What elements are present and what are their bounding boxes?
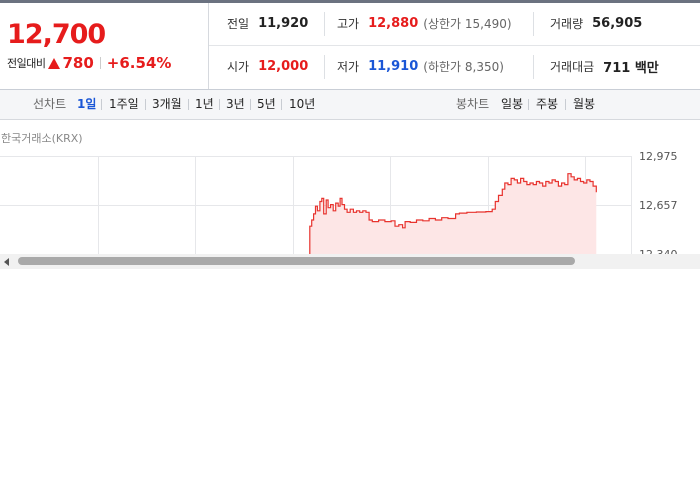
stats-col-divider xyxy=(533,55,534,79)
tab-monthly[interactable]: 월봉 xyxy=(573,97,596,111)
tab-divider xyxy=(250,99,251,110)
stat-turnover: 거래대금 711 백만 xyxy=(550,56,659,76)
chart-tabs: 선차트 1일 1주일 3개월 1년 3년 5년 10년 봉차트 일봉 주봉 월봉 xyxy=(0,90,700,120)
stat-prev-close: 전일 11,920 xyxy=(227,13,308,33)
tab-10y[interactable]: 10년 xyxy=(289,97,316,111)
price-chart: 12,975 12,657 12,340 xyxy=(0,150,700,254)
horizontal-scrollbar[interactable] xyxy=(0,254,700,269)
stats-col-divider xyxy=(533,12,534,36)
price-chart-svg: 12,975 12,657 12,340 xyxy=(0,150,678,254)
tab-5y[interactable]: 5년 xyxy=(257,97,276,111)
tab-1y[interactable]: 1년 xyxy=(195,97,214,111)
tab-1w[interactable]: 1주일 xyxy=(109,97,139,111)
tab-divider xyxy=(565,99,566,110)
y-tick-label: 12,975 xyxy=(639,150,678,163)
stat-value: 711 백만 xyxy=(603,60,659,76)
tab-divider xyxy=(101,99,102,110)
stat-label: 저가 xyxy=(337,59,360,74)
price-block: 12,700 전일대비 780 +6.54% xyxy=(0,3,209,89)
scroll-left-arrow-icon[interactable] xyxy=(4,258,9,266)
stat-value: 12,880 xyxy=(368,15,419,31)
change-percent: +6.54% xyxy=(106,54,172,72)
stat-volume: 거래량 56,905 xyxy=(550,13,642,33)
tab-divider xyxy=(281,99,282,110)
upper-limit: (상한가 15,490) xyxy=(423,16,512,31)
stats-col-divider xyxy=(324,12,325,36)
stat-label: 거래대금 xyxy=(550,59,595,74)
scroll-thumb[interactable] xyxy=(18,257,575,265)
change-label: 전일대비 xyxy=(7,57,46,70)
lower-limit: (하한가 8,350) xyxy=(423,59,504,74)
tab-divider xyxy=(145,99,146,110)
stat-label: 고가 xyxy=(337,16,360,31)
quote-summary: 12,700 전일대비 780 +6.54% 전일 11,920 고가 12,8… xyxy=(0,3,700,90)
stat-value: 56,905 xyxy=(592,15,643,31)
tab-weekly[interactable]: 주봉 xyxy=(536,97,559,111)
stat-value: 11,910 xyxy=(368,58,419,74)
line-chart-label: 선차트 xyxy=(33,97,67,111)
price-area-fill xyxy=(309,173,597,254)
stat-high: 고가 12,880 (상한가 15,490) xyxy=(337,13,512,33)
top-border xyxy=(0,0,700,3)
current-price: 12,700 xyxy=(7,19,106,50)
y-tick-label: 12,657 xyxy=(639,199,678,212)
triangle-up-icon xyxy=(48,57,61,69)
change-divider xyxy=(99,57,101,69)
stat-label: 시가 xyxy=(227,59,250,74)
stats-grid: 전일 11,920 고가 12,880 (상한가 15,490) 거래량 56,… xyxy=(209,3,700,89)
tab-3m[interactable]: 3개월 xyxy=(152,97,182,111)
stat-open: 시가 12,000 xyxy=(227,56,308,76)
stat-value: 12,000 xyxy=(258,58,309,74)
tab-3y[interactable]: 3년 xyxy=(226,97,245,111)
stat-value: 11,920 xyxy=(258,15,309,31)
stat-low: 저가 11,910 (하한가 8,350) xyxy=(337,56,504,76)
stat-label: 거래량 xyxy=(550,16,584,31)
stats-row-divider xyxy=(209,45,700,46)
stat-label: 전일 xyxy=(227,16,250,31)
stats-col-divider xyxy=(324,55,325,79)
tab-1d[interactable]: 1일 xyxy=(77,97,97,111)
tab-divider xyxy=(219,99,220,110)
price-line xyxy=(309,173,597,254)
candle-chart-label: 봉차트 xyxy=(456,97,490,111)
tab-divider xyxy=(188,99,189,110)
change-row: 전일대비 780 +6.54% xyxy=(7,53,171,73)
change-value: 780 xyxy=(62,54,94,72)
tab-daily[interactable]: 일봉 xyxy=(501,97,524,111)
y-tick-label: 12,340 xyxy=(639,248,678,254)
data-source: 한국거래소(KRX) xyxy=(1,132,83,145)
tab-divider xyxy=(528,99,529,110)
